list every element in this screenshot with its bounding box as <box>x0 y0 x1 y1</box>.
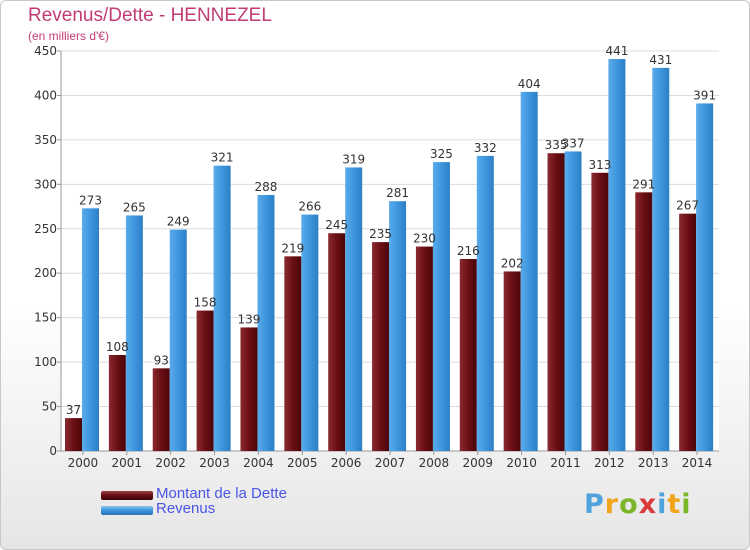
x-tick-label: 2012 <box>594 456 625 470</box>
bar-revenus-2001 <box>125 215 143 451</box>
bar-revenus-2012 <box>608 59 626 451</box>
data-label-revenus-2006: 319 <box>342 152 365 166</box>
y-tick-label: 300 <box>34 177 57 191</box>
y-tick-label: 400 <box>34 88 57 102</box>
data-label-dette-2001: 108 <box>106 340 129 354</box>
data-label-revenus-2001: 265 <box>123 200 146 214</box>
x-tick-label: 2004 <box>243 456 274 470</box>
x-tick-label: 2001 <box>112 456 143 470</box>
x-tick-label: 2008 <box>419 456 450 470</box>
y-tick-label: 350 <box>34 133 57 147</box>
data-label-dette-2008: 230 <box>413 232 436 246</box>
data-label-dette-2010: 202 <box>501 256 524 270</box>
data-label-dette-2007: 235 <box>369 227 392 241</box>
data-label-dette-2013: 291 <box>632 177 655 191</box>
proxiti-logo: Proxiti <box>584 489 692 520</box>
x-tick-label: 2000 <box>68 456 99 470</box>
bar-revenus-2006 <box>345 167 363 451</box>
data-label-revenus-2002: 249 <box>167 215 190 229</box>
x-tick-label: 2010 <box>506 456 537 470</box>
x-tick-label: 2013 <box>638 456 669 470</box>
data-label-revenus-2011: 337 <box>562 136 585 150</box>
x-tick-label: 2003 <box>199 456 230 470</box>
bar-revenus-2009 <box>476 155 494 451</box>
bar-dette-2008 <box>415 246 433 451</box>
data-label-dette-2012: 313 <box>588 158 611 172</box>
data-label-dette-2014: 267 <box>676 199 699 213</box>
data-label-revenus-2010: 404 <box>518 77 541 91</box>
x-tick-label: 2009 <box>462 456 493 470</box>
x-tick-label: 2014 <box>682 456 713 470</box>
x-tick-label: 2007 <box>375 456 406 470</box>
y-tick-label: 250 <box>34 222 57 236</box>
data-label-dette-2003: 158 <box>194 296 217 310</box>
x-tick-label: 2011 <box>550 456 581 470</box>
data-label-revenus-2003: 321 <box>211 151 234 165</box>
data-label-revenus-2000: 273 <box>79 193 102 207</box>
bar-dette-2010 <box>503 271 521 451</box>
y-tick-label: 200 <box>34 266 57 280</box>
data-label-dette-2011: 335 <box>545 138 568 152</box>
data-label-dette-2006: 245 <box>325 218 348 232</box>
x-tick-label: 2006 <box>331 456 362 470</box>
bar-dette-2005 <box>284 256 302 451</box>
bar-dette-2003 <box>196 310 214 451</box>
data-label-dette-2000: 37 <box>66 403 81 417</box>
bar-dette-2009 <box>459 259 477 451</box>
legend-label-revenus: Revenus <box>156 500 216 517</box>
legend-swatch-revenus <box>101 506 153 515</box>
data-label-revenus-2004: 288 <box>255 180 278 194</box>
legend-swatch-dette <box>101 491 153 500</box>
bar-revenus-2011 <box>564 151 582 451</box>
bar-revenus-2003 <box>213 165 231 451</box>
bar-dette-2011 <box>547 153 565 451</box>
bar-dette-2004 <box>240 327 258 451</box>
y-tick-label: 450 <box>34 44 57 58</box>
bar-dette-2001 <box>108 355 126 451</box>
y-tick-label: 150 <box>34 311 57 325</box>
bar-revenus-2002 <box>169 229 187 451</box>
x-tick-label: 2005 <box>287 456 318 470</box>
bar-revenus-2008 <box>432 162 450 451</box>
data-label-revenus-2009: 332 <box>474 141 497 155</box>
bar-dette-2002 <box>152 368 170 451</box>
bar-revenus-2000 <box>82 208 99 451</box>
data-label-dette-2005: 219 <box>281 241 304 255</box>
bar-revenus-2014 <box>696 103 714 451</box>
data-label-revenus-2014: 391 <box>693 88 716 102</box>
bar-revenus-2004 <box>257 195 275 451</box>
bar-dette-2007 <box>372 242 390 451</box>
bar-dette-2006 <box>328 233 346 451</box>
bar-dette-2014 <box>679 213 697 451</box>
data-label-revenus-2013: 431 <box>649 53 672 67</box>
data-label-dette-2002: 93 <box>154 353 169 367</box>
data-label-revenus-2005: 266 <box>298 200 321 214</box>
y-tick-label: 0 <box>49 444 57 458</box>
bar-revenus-2010 <box>520 91 538 451</box>
bar-revenus-2005 <box>301 214 319 451</box>
data-label-revenus-2007: 281 <box>386 186 409 200</box>
y-tick-label: 50 <box>42 400 57 414</box>
legend-label-dette: Montant de la Dette <box>156 485 287 502</box>
chart-title: Revenus/Dette - HENNEZEL <box>28 5 272 26</box>
bar-dette-2000 <box>65 418 82 451</box>
y-tick-label: 100 <box>34 355 57 369</box>
bar-dette-2012 <box>591 172 609 451</box>
data-label-dette-2004: 139 <box>238 312 261 326</box>
bar-revenus-2007 <box>389 201 407 451</box>
data-label-revenus-2008: 325 <box>430 147 453 161</box>
bar-revenus-2013 <box>652 67 670 451</box>
data-label-revenus-2012: 441 <box>605 44 628 58</box>
bar-dette-2013 <box>635 192 653 452</box>
chart-subtitle: (en milliers d'€) <box>28 29 109 43</box>
data-label-dette-2009: 216 <box>457 244 480 258</box>
x-tick-label: 2002 <box>155 456 186 470</box>
